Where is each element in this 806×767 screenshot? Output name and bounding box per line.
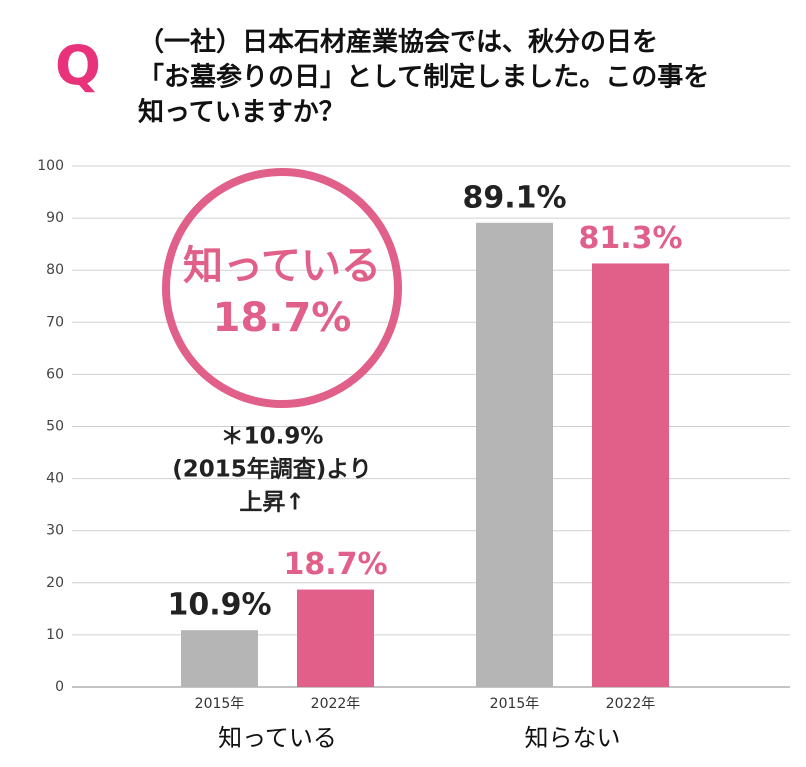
value-label: 18.7% bbox=[283, 547, 387, 582]
annotation-text: 知っている bbox=[183, 243, 381, 289]
y-tick-label: 90 bbox=[46, 210, 64, 226]
value-label: 10.9% bbox=[167, 588, 271, 623]
y-tick-label: 80 bbox=[46, 262, 64, 278]
y-tick-label: 50 bbox=[46, 419, 64, 435]
y-tick-label: 20 bbox=[46, 575, 64, 591]
y-tick-label: 70 bbox=[46, 314, 64, 330]
y-tick-label: 60 bbox=[46, 366, 64, 382]
value-label: 81.3% bbox=[578, 221, 682, 256]
annotation-note: ＊10.9% bbox=[221, 424, 324, 450]
bar bbox=[181, 630, 258, 687]
annotation-circle bbox=[162, 168, 402, 408]
series-label: 2022年 bbox=[606, 696, 656, 712]
y-tick-label: 40 bbox=[46, 471, 64, 487]
question-line: 知っていますか？ bbox=[138, 98, 345, 128]
x-category-label: 知らない bbox=[525, 724, 621, 752]
chart: 0 10 20 30 40 50 60 70 80 90 100 知っている 10.9% 2015年 18.… bbox=[37, 158, 790, 752]
y-tick-label: 100 bbox=[37, 158, 64, 174]
q-icon: Q bbox=[55, 35, 101, 98]
annotation-text: 18.7% bbox=[213, 295, 352, 341]
annotation-note: 上昇↑ bbox=[239, 490, 304, 516]
bar bbox=[592, 263, 669, 687]
annotation-note: (2015年調査)より bbox=[172, 456, 372, 483]
series-label: 2015年 bbox=[490, 696, 540, 712]
y-tick-label: 10 bbox=[46, 627, 64, 643]
value-label: 89.1% bbox=[462, 180, 566, 215]
bar bbox=[476, 222, 553, 687]
y-tick-label: 0 bbox=[55, 679, 64, 695]
series-label: 2015年 bbox=[195, 696, 245, 712]
series-label: 2022年 bbox=[311, 696, 361, 712]
x-category-label: 知っている bbox=[218, 724, 337, 752]
y-tick-label: 30 bbox=[46, 523, 64, 539]
question-line: （一社）日本石材産業協会では、秋分の日を bbox=[138, 27, 658, 58]
question-line: 「お墓参りの日」として制定しました。この事を bbox=[138, 62, 709, 93]
bar bbox=[297, 589, 374, 687]
